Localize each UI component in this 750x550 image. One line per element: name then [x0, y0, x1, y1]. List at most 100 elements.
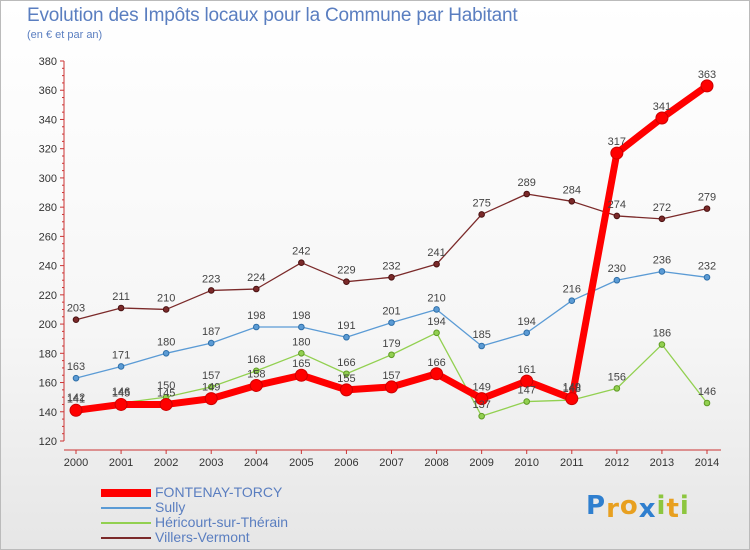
data-point	[114, 397, 128, 411]
chart-title: Evolution des Impôts locaux pour la Comm…	[27, 5, 518, 26]
data-label: 163	[67, 361, 85, 373]
data-point	[433, 260, 440, 268]
data-point	[658, 268, 666, 275]
data-label: 150	[157, 380, 175, 392]
y-tick-label: 300	[39, 173, 57, 185]
data-label: 229	[337, 265, 355, 277]
data-label: 142	[67, 392, 85, 404]
data-label: 211	[112, 291, 130, 303]
x-tick-label: 2010	[514, 457, 538, 469]
data-label: 186	[653, 328, 671, 340]
data-label: 147	[518, 385, 536, 397]
x-tick-label: 2012	[605, 457, 629, 469]
x-tick-label: 2009	[469, 457, 493, 469]
data-label: 180	[157, 336, 175, 348]
data-point	[72, 316, 80, 323]
data-label: 232	[698, 260, 716, 272]
data-point	[388, 274, 395, 281]
data-point	[162, 306, 170, 313]
data-point	[568, 198, 576, 205]
data-label: 363	[698, 69, 716, 81]
data-label: 171	[112, 349, 130, 361]
y-tick-label: 260	[39, 231, 57, 243]
y-tick-label: 280	[39, 202, 57, 214]
data-label: 223	[202, 273, 220, 285]
series-line-0	[72, 82, 711, 414]
data-point	[204, 392, 218, 406]
data-label: 274	[608, 199, 626, 211]
data-label: 157	[382, 370, 400, 382]
data-point	[117, 304, 125, 312]
x-tick-label: 2005	[289, 457, 313, 469]
data-label: 210	[157, 292, 175, 304]
logo-letter: t	[666, 494, 680, 524]
data-label: 191	[337, 320, 355, 332]
data-point	[162, 350, 170, 357]
data-label: 272	[653, 202, 671, 214]
data-point	[72, 374, 80, 382]
data-label: 156	[608, 371, 626, 383]
y-tick-label: 200	[39, 319, 57, 331]
y-tick-label: 240	[39, 261, 57, 273]
data-point	[298, 350, 305, 357]
data-point	[565, 392, 579, 406]
data-label: 166	[427, 357, 445, 369]
data-label: 149	[472, 382, 490, 394]
x-tick-label: 2014	[695, 457, 719, 469]
data-label: 341	[653, 101, 671, 113]
data-label: 224	[247, 272, 265, 284]
y-tick-label: 140	[39, 407, 57, 419]
data-label: 198	[247, 310, 265, 322]
legend-label-hericourt: Héricourt-sur-Thérain	[155, 514, 289, 530]
data-point	[655, 111, 669, 125]
data-labels: 203 211 210 223 224 242 229 232 241 275 289 284 274 2…	[67, 69, 716, 411]
x-tick-label: 2008	[424, 457, 448, 469]
data-point	[613, 385, 621, 392]
data-point	[433, 329, 440, 337]
data-point	[388, 351, 395, 359]
series-layer	[69, 79, 714, 420]
data-label: 201	[382, 306, 400, 318]
data-point	[703, 274, 711, 281]
data-point	[478, 342, 485, 350]
data-label: 317	[608, 136, 626, 148]
data-point	[610, 146, 624, 160]
data-label: 275	[472, 197, 490, 209]
logo-letter: i	[656, 491, 667, 521]
legend-swatch-fontenay-torcy	[101, 489, 151, 497]
data-label: 284	[563, 184, 581, 196]
data-point	[388, 319, 395, 326]
data-label: 149	[202, 382, 220, 394]
x-tick-label: 2001	[109, 457, 133, 469]
data-point	[343, 278, 350, 285]
logo-letter: r	[606, 494, 620, 524]
data-label: 241	[427, 247, 445, 259]
data-point	[207, 339, 215, 347]
data-label: 194	[518, 316, 536, 328]
data-point	[703, 205, 711, 212]
legend-label-villers-vermont: Villers-Vermont	[155, 529, 250, 545]
data-label: 187	[202, 326, 220, 338]
data-label: 236	[653, 254, 671, 266]
data-point	[207, 287, 215, 294]
logo-letter: i	[679, 491, 690, 521]
data-label: 146	[112, 386, 130, 398]
data-label: 155	[337, 373, 355, 385]
data-label: 145	[112, 387, 130, 399]
chart-subtitle: (en € et par an)	[27, 29, 103, 41]
x-tick-label: 2004	[244, 457, 268, 469]
data-point	[252, 285, 260, 293]
data-point	[475, 392, 489, 406]
logo-letter: P	[586, 491, 607, 521]
legend-label-sully: Sully	[155, 499, 186, 515]
data-label: 232	[382, 260, 400, 272]
y-tick-label: 360	[39, 85, 57, 97]
data-point	[613, 212, 621, 220]
data-point	[613, 276, 621, 284]
data-label: 179	[382, 338, 400, 350]
data-point	[658, 341, 666, 348]
data-point	[523, 329, 531, 337]
axes: 120 140 160 180 200 220 240 260 280 300 320 340 360 3…	[39, 56, 721, 469]
x-tick-label: 2013	[650, 457, 674, 469]
